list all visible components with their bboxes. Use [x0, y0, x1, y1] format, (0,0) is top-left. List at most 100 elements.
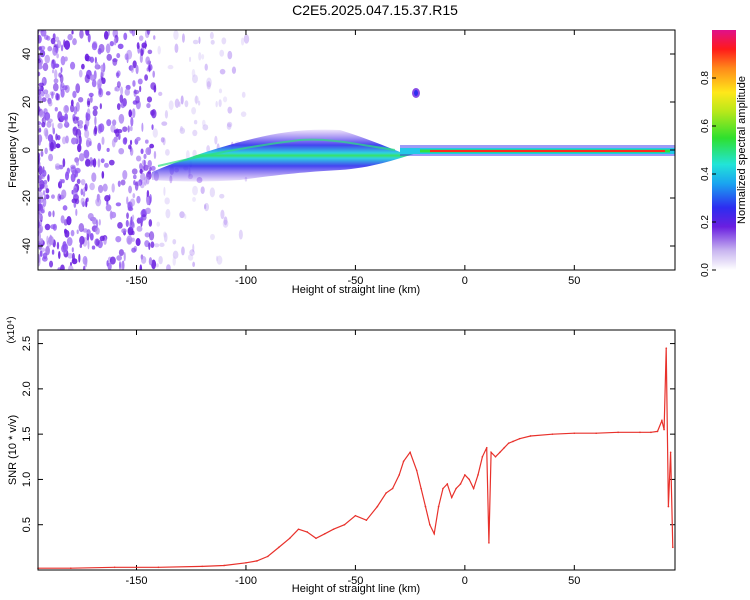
snr-point	[376, 505, 379, 508]
snr-point	[499, 451, 501, 454]
spectrogram-noise	[38, 30, 250, 270]
snr-point	[446, 483, 449, 485]
snr-point	[315, 537, 317, 540]
y-tick-label: 2.0	[21, 381, 33, 396]
chart-title: C2E5.2025.047.15.37.R15	[292, 2, 458, 18]
snr-point	[477, 474, 479, 476]
snr-point	[551, 433, 554, 435]
snr-point	[223, 564, 225, 567]
snr-point	[459, 483, 462, 485]
snr-point	[667, 505, 670, 508]
snr-point	[343, 523, 346, 526]
x-tick-label: 50	[568, 575, 580, 587]
y-tick-label: 1.5	[21, 427, 33, 442]
snr-point	[437, 505, 440, 508]
y-tick-label: -20	[21, 190, 33, 206]
snr-point	[650, 431, 652, 434]
snr-point	[306, 531, 309, 533]
snr-point	[433, 532, 436, 535]
snr-point	[503, 446, 506, 449]
x-tick-label: -150	[125, 575, 147, 587]
y-tick-label: -40	[21, 238, 33, 254]
snr-point	[518, 437, 521, 440]
snr-line	[38, 348, 674, 569]
x-tick-label: 0	[462, 575, 468, 587]
snr-point	[402, 460, 405, 463]
x-tick-label: -100	[235, 575, 257, 587]
y-multiplier-label: (x10⁴)	[6, 316, 17, 343]
snr-point	[639, 431, 641, 434]
snr-point	[494, 455, 497, 458]
snr-point	[256, 560, 258, 562]
snr-point	[429, 523, 431, 526]
snr-chart: -150 -100 -50 0 50 0.5 1.0 1.5 2.0 2.5 Height of …	[6, 316, 676, 595]
snr-point	[617, 431, 619, 434]
snr-point	[595, 432, 597, 435]
snr-point	[455, 487, 457, 490]
x-tick-label: -150	[125, 275, 147, 287]
snr-point	[385, 492, 387, 494]
colorbar	[712, 30, 736, 270]
top-y-axis-label: Frequency (Hz)	[7, 112, 19, 188]
top-x-axis-label: Height of straight line (km)	[292, 284, 420, 296]
snr-point	[669, 451, 672, 454]
snr-point	[663, 428, 665, 431]
colorbar-label: Normalized spectral amplitude	[736, 76, 748, 224]
snr-point	[201, 565, 203, 568]
snr-point	[472, 487, 475, 490]
y-tick-label: 40	[21, 48, 33, 60]
snr-point	[442, 487, 444, 490]
snr-point	[529, 435, 532, 437]
snr-point	[450, 496, 453, 499]
snr-point	[332, 528, 335, 531]
y-tick-label: 0.5	[21, 517, 33, 532]
x-tick-label: 0	[462, 275, 468, 287]
snr-point	[297, 528, 300, 531]
x-tick-label: -50	[347, 275, 363, 287]
colorbar-tick-label: 0.2	[700, 215, 711, 229]
snr-point	[288, 537, 291, 540]
snr-point	[661, 419, 663, 422]
snr-series	[37, 347, 674, 569]
snr-point	[485, 446, 488, 449]
snr-point	[420, 487, 422, 490]
snr-point	[468, 478, 471, 481]
snr-point	[323, 532, 326, 535]
snr-point	[113, 566, 116, 569]
snr-point	[409, 451, 411, 454]
snr-point	[267, 555, 269, 558]
snr-point	[415, 469, 418, 472]
snr-point	[391, 487, 394, 490]
snr-point	[277, 546, 280, 549]
y-tick-label: 0	[21, 147, 33, 153]
snr-point	[398, 474, 400, 476]
bottom-y-axis-label: SNR (10 * v/v)	[7, 415, 19, 485]
snr-point	[354, 514, 357, 517]
colorbar-tick-label: 0.8	[700, 71, 711, 85]
colorbar-tick-label: 0.4	[700, 167, 711, 181]
snr-point	[424, 505, 427, 508]
snr-point	[245, 561, 247, 564]
y-tick-label: 2.5	[21, 336, 33, 351]
snr-point	[672, 546, 674, 549]
x-tick-label: 50	[568, 275, 580, 287]
snr-point	[157, 566, 160, 569]
y-tick-label: 1.0	[21, 472, 33, 487]
snr-point	[656, 430, 659, 433]
snr-point	[464, 474, 466, 476]
bottom-x-axis-label: Height of straight line (km)	[292, 583, 420, 595]
colorbar-tick-label: 0.6	[700, 119, 711, 133]
x-tick-label: -50	[347, 575, 363, 587]
y-tick-label: 20	[21, 96, 33, 108]
snr-point	[481, 455, 484, 458]
snr-point	[512, 440, 514, 443]
snr-point	[490, 451, 492, 454]
spectrogram-chart: -150 -100 -50 0 50 -40 -20 0 20 40 0.0 0.2 0.4 0.6 0.…	[7, 29, 748, 296]
x-tick-label: -100	[235, 275, 257, 287]
colorbar-tick-label: 0.0	[700, 263, 711, 277]
snr-point	[573, 432, 576, 435]
snr-point	[507, 442, 510, 445]
snr-point	[365, 519, 368, 521]
snr-point	[665, 347, 668, 349]
snr-point	[488, 542, 490, 544]
